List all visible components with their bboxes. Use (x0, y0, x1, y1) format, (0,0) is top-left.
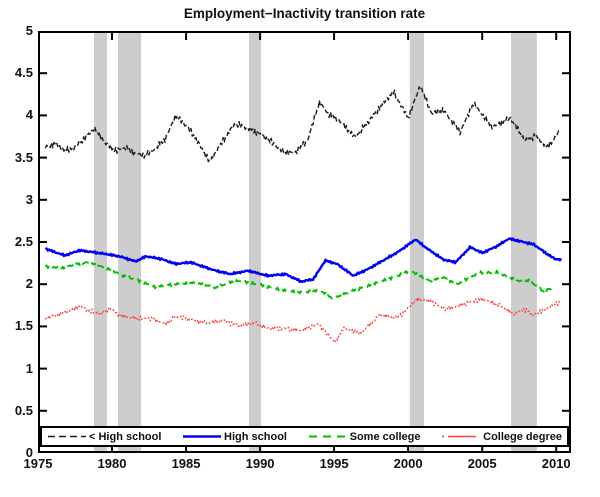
recession-band (118, 32, 142, 452)
x-axis-tick-label: 2010 (541, 456, 571, 471)
y-axis-tick-label: 2.5 (14, 234, 33, 249)
y-axis-tick-label: 3 (25, 191, 33, 207)
y-axis-tick-label: 0 (25, 445, 33, 460)
plot-area (38, 31, 571, 453)
plot-svg (38, 31, 571, 453)
series-line-high-school (44, 237, 563, 284)
legend-line-sample (442, 435, 481, 438)
y-axis-tick-label: 1 (25, 360, 33, 376)
series-line-college-degree (44, 296, 561, 344)
series-line-high-school (44, 86, 560, 163)
y-axis-tick-label: 2 (25, 276, 33, 292)
legend-line-sample (308, 435, 347, 438)
legend-item: Some college (308, 431, 421, 443)
y-axis-tick-label: 4.5 (14, 65, 33, 81)
axis-box (38, 31, 571, 453)
legend-label: Some college (349, 430, 421, 443)
recession-band (249, 32, 261, 452)
x-axis-tick-label: 1975 (23, 456, 53, 471)
x-axis-tick-label: 1990 (245, 456, 275, 471)
legend-line-sample (48, 435, 86, 438)
chart-title: Employment−Inactivity transition rate (183, 6, 426, 21)
series-line-some-college (44, 260, 555, 300)
y-axis-tick-label: 5 (25, 23, 33, 38)
legend-line-sample (183, 435, 222, 438)
legend-label: High school (224, 430, 287, 443)
x-axis-tick-label: 2000 (393, 456, 423, 471)
x-axis-tick-label: 2005 (467, 456, 497, 471)
y-axis-tick-label: 0.5 (14, 402, 33, 418)
x-axis-tick-label: 1980 (97, 456, 127, 471)
legend-item: High school (182, 431, 287, 443)
y-axis-tick-label: 4 (25, 107, 33, 123)
legend-label: < High school (89, 430, 162, 443)
y-axis-tick-label: 1.5 (14, 318, 33, 334)
legend-item: < High school (47, 431, 161, 443)
legend-item: College degree (441, 431, 562, 443)
legend: < High school High school Some college Coll… (40, 426, 569, 447)
x-axis-tick-label: 1985 (171, 456, 201, 471)
recession-band (94, 32, 107, 452)
x-axis-tick-label: 1995 (319, 456, 349, 471)
y-axis-tick-label: 3.5 (14, 149, 33, 165)
legend-label: College degree (483, 430, 562, 443)
